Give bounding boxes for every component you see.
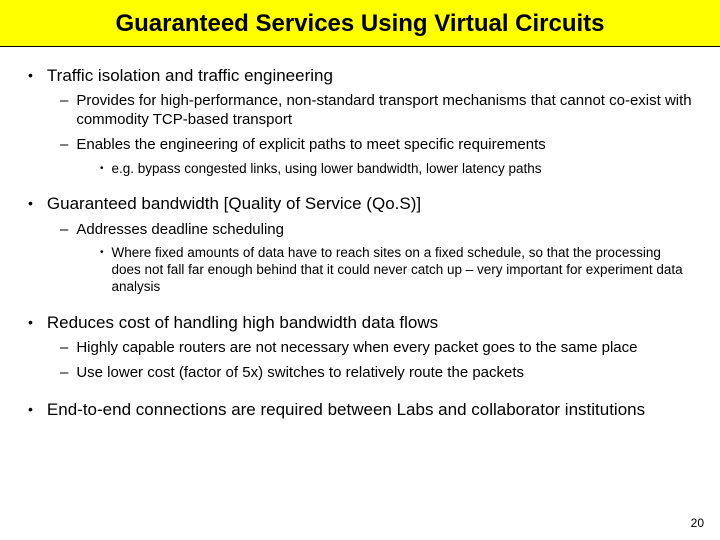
bullet-level1: • End-to-end connections are required be… xyxy=(28,399,692,420)
bullet-dot-icon: • xyxy=(28,65,33,85)
bullet-level3: • Where fixed amounts of data have to re… xyxy=(100,245,692,296)
bullet-dash-icon: – xyxy=(60,364,68,382)
bullet-text: Use lower cost (factor of 5x) switches t… xyxy=(76,364,524,383)
page-number: 20 xyxy=(691,516,704,530)
bullet-dot-icon: • xyxy=(28,399,33,419)
bullet-dash-icon: – xyxy=(60,221,68,239)
bullet-level1: • Traffic isolation and traffic engineer… xyxy=(28,65,692,86)
slide-title: Guaranteed Services Using Virtual Circui… xyxy=(0,10,720,38)
bullet-text: Reduces cost of handling high bandwidth … xyxy=(47,312,438,333)
bullet-dot-icon: • xyxy=(28,312,33,332)
slide-body: • Traffic isolation and traffic engineer… xyxy=(0,47,720,420)
bullet-text: Where fixed amounts of data have to reac… xyxy=(112,245,692,296)
bullet-dash-icon: – xyxy=(60,136,68,154)
bullet-dot-icon: • xyxy=(100,161,104,177)
bullet-level3: • e.g. bypass congested links, using low… xyxy=(100,161,692,178)
bullet-level2: – Use lower cost (factor of 5x) switches… xyxy=(60,364,692,383)
bullet-dash-icon: – xyxy=(60,339,68,357)
title-band: Guaranteed Services Using Virtual Circui… xyxy=(0,0,720,47)
bullet-text: Guaranteed bandwidth [Quality of Service… xyxy=(47,193,421,214)
bullet-text: Provides for high-performance, non-stand… xyxy=(76,92,692,130)
bullet-level2: – Enables the engineering of explicit pa… xyxy=(60,136,692,155)
bullet-text: Addresses deadline scheduling xyxy=(76,221,284,240)
bullet-dot-icon: • xyxy=(100,245,104,261)
bullet-text: Traffic isolation and traffic engineerin… xyxy=(47,65,333,86)
bullet-dash-icon: – xyxy=(60,92,68,110)
bullet-text: End-to-end connections are required betw… xyxy=(47,399,645,420)
bullet-text: Highly capable routers are not necessary… xyxy=(76,339,637,358)
bullet-dot-icon: • xyxy=(28,193,33,213)
bullet-level1: • Guaranteed bandwidth [Quality of Servi… xyxy=(28,193,692,214)
bullet-level2: – Addresses deadline scheduling xyxy=(60,221,692,240)
bullet-level2: – Provides for high-performance, non-sta… xyxy=(60,92,692,130)
bullet-level2: – Highly capable routers are not necessa… xyxy=(60,339,692,358)
bullet-level1: • Reduces cost of handling high bandwidt… xyxy=(28,312,692,333)
bullet-text: e.g. bypass congested links, using lower… xyxy=(112,161,542,178)
bullet-text: Enables the engineering of explicit path… xyxy=(76,136,545,155)
